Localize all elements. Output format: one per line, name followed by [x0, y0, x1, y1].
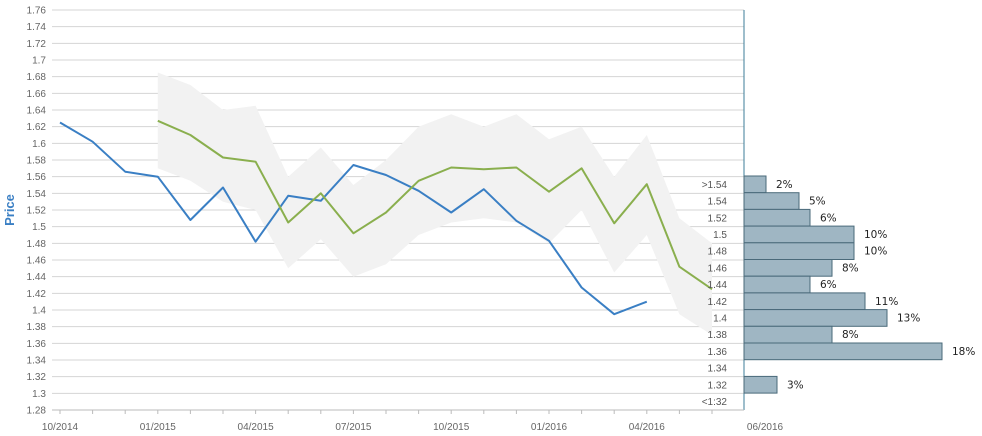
histogram-bar	[743, 275, 811, 294]
histogram-pct-label: 6%	[820, 279, 837, 291]
y-tick-label: 1.48	[27, 239, 47, 250]
histogram-bin-label: 1.5	[713, 230, 727, 241]
forecast-series-line	[157, 119, 713, 291]
x-tick-label: 07/2015	[335, 422, 372, 433]
histogram-bin-label: 1.46	[708, 263, 728, 274]
y-tick-label: 1.6	[32, 139, 46, 150]
histogram-bin-label: 1.54	[708, 197, 728, 208]
histogram-bin-label: 1.38	[708, 330, 728, 341]
x-tick-label: 06/2016	[747, 422, 784, 433]
distribution-histogram: >1.54 2% 1.54 5% 1.52 6% 1.5 10% 1.48 10% 1.46 8% 1.…	[702, 175, 975, 408]
y-tick-label: 1.44	[27, 272, 47, 283]
historical-series-line	[59, 121, 648, 316]
histogram-bar	[743, 375, 778, 394]
histogram-pct-label: 3%	[787, 379, 804, 391]
y-tick-label: 1.46	[27, 256, 47, 267]
x-tick-label: 04/2016	[629, 422, 666, 433]
x-tick-label: 04/2015	[238, 422, 275, 433]
y-tick-label: 1.4	[32, 306, 46, 317]
histogram-bin-label: <1:32	[702, 397, 728, 408]
y-tick-label: 1.74	[27, 22, 47, 33]
y-tick-label: 1.52	[27, 206, 47, 217]
histogram-pct-label: 5%	[809, 196, 826, 208]
x-tick-label: 10/2014	[42, 422, 79, 433]
y-tick-label: 1.54	[27, 189, 47, 200]
histogram-bar	[743, 225, 855, 244]
y-axis-label: Price	[2, 194, 17, 226]
y-tick-label: 1.34	[27, 356, 47, 367]
y-tick-label: 1.5	[32, 222, 46, 233]
x-tick-label: 01/2016	[531, 422, 568, 433]
y-tick-label: 1.36	[27, 339, 47, 350]
y-tick-label: 1.72	[27, 39, 47, 50]
histogram-bar	[743, 175, 767, 194]
x-tick-label: 01/2015	[140, 422, 177, 433]
histogram-bar	[743, 292, 866, 311]
histogram-pct-label: 11%	[875, 296, 898, 308]
y-tick-label: 1.62	[27, 122, 47, 133]
y-tick-label: 1.64	[27, 106, 47, 117]
y-tick-label: 1.76	[27, 6, 47, 17]
y-axis: 1.28 1.3 1.32 1.34 1.36 1.38 1.4 1.42 1.44 1.46 1.…	[27, 6, 47, 417]
y-tick-label: 1.58	[27, 156, 47, 167]
histogram-pct-label: 6%	[820, 212, 837, 224]
histogram-bar	[743, 242, 855, 261]
histogram-bar	[743, 309, 888, 327]
y-tick-label: 1.68	[27, 72, 47, 83]
histogram-bin-label: 1.32	[708, 380, 728, 391]
y-tick-label: 1.7	[32, 56, 46, 67]
y-tick-label: 1.3	[32, 389, 46, 400]
histogram-pct-label: 2%	[776, 179, 793, 191]
histogram-pct-label: 10%	[864, 246, 887, 258]
histogram-bin-label: 1.42	[708, 297, 728, 308]
histogram-pct-label: 10%	[864, 229, 887, 241]
histogram-bar	[743, 208, 811, 227]
histogram-bin-label: 1.34	[708, 364, 728, 375]
histogram-bar	[743, 192, 800, 210]
y-tick-label: 1.66	[27, 89, 47, 100]
confidence-band	[157, 72, 713, 335]
y-tick-label: 1.56	[27, 172, 47, 183]
histogram-pct-label: 8%	[842, 262, 859, 274]
histogram-bin-label: 1.52	[708, 213, 728, 224]
histogram-bar	[743, 325, 833, 344]
y-tick-label: 1.28	[27, 406, 47, 417]
histogram-bar	[743, 342, 943, 361]
histogram-bin-label: 1.44	[708, 280, 728, 291]
histogram-bin-label: >1.54	[702, 180, 728, 191]
histogram-pct-label: 13%	[897, 312, 920, 324]
y-tick-label: 1.32	[27, 372, 47, 383]
histogram-pct-label: 18%	[952, 346, 975, 358]
y-tick-label: 1.42	[27, 289, 47, 300]
histogram-pct-label: 8%	[842, 329, 859, 341]
histogram-bin-label: 1.4	[713, 313, 727, 324]
x-tick-label: 10/2015	[433, 422, 470, 433]
histogram-bin-label: 1.36	[708, 347, 728, 358]
histogram-bin-label: 1.48	[708, 247, 728, 258]
series-lines	[59, 119, 713, 316]
histogram-bar	[743, 259, 833, 277]
y-tick-label: 1.38	[27, 322, 47, 333]
x-axis: 10/2014 01/2015 04/2015 07/2015 10/2015 01/20…	[42, 410, 784, 433]
confidence-band-area	[157, 72, 713, 335]
